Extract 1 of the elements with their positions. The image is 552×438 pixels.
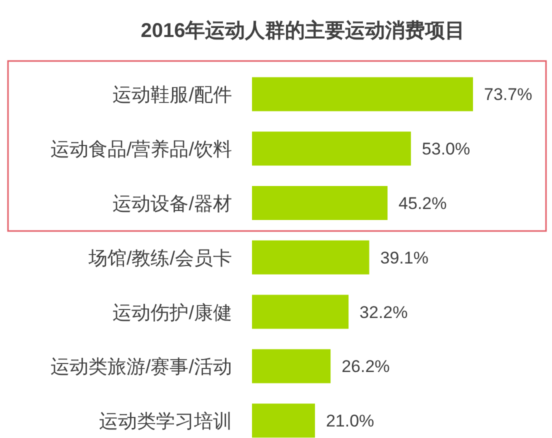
title: 2016年运动人群的主要运动消费项目 xyxy=(140,20,466,42)
